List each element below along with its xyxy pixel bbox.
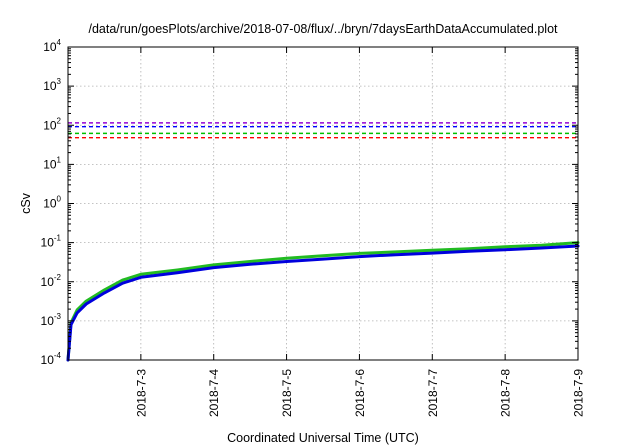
x-tick-label: 2018-7-6 xyxy=(353,369,367,417)
x-axis-label: Coordinated Universal Time (UTC) xyxy=(227,431,419,445)
y-tick-label: 100 xyxy=(43,195,61,211)
chart-title: /data/run/goesPlots/archive/2018-07-08/f… xyxy=(88,22,558,36)
y-tick-label: 10-3 xyxy=(41,312,62,328)
y-tick-label: 102 xyxy=(43,116,61,132)
series-line xyxy=(66,244,580,362)
x-tick-label: 2018-7-3 xyxy=(134,369,148,417)
grid xyxy=(68,47,578,360)
y-axis-ticks: 10-4 10-3 10-2 10-1 100 101 102 103 104 xyxy=(41,38,578,367)
x-tick-label: 2018-7-9 xyxy=(572,369,586,417)
y-tick-label: 104 xyxy=(43,38,61,54)
y-tick-label: 10-2 xyxy=(41,273,62,289)
y-tick-label: 10-1 xyxy=(41,234,62,250)
x-tick-label: 2018-7-7 xyxy=(426,369,440,417)
y-tick-label: 101 xyxy=(43,155,61,171)
reference-lines xyxy=(68,122,578,139)
x-tick-label: 2018-7-5 xyxy=(280,369,294,417)
x-axis-ticks: 2018-7-3 2018-7-4 2018-7-5 2018-7-6 2018-7-7… xyxy=(134,47,586,417)
y-tick-label: 103 xyxy=(43,77,61,93)
series-line xyxy=(66,241,580,362)
y-tick-label: 10-4 xyxy=(41,351,62,367)
x-tick-label: 2018-7-8 xyxy=(499,369,513,417)
x-tick-label: 2018-7-4 xyxy=(207,369,221,417)
y-axis-label: cSv xyxy=(19,192,33,214)
series-lines xyxy=(66,241,580,362)
